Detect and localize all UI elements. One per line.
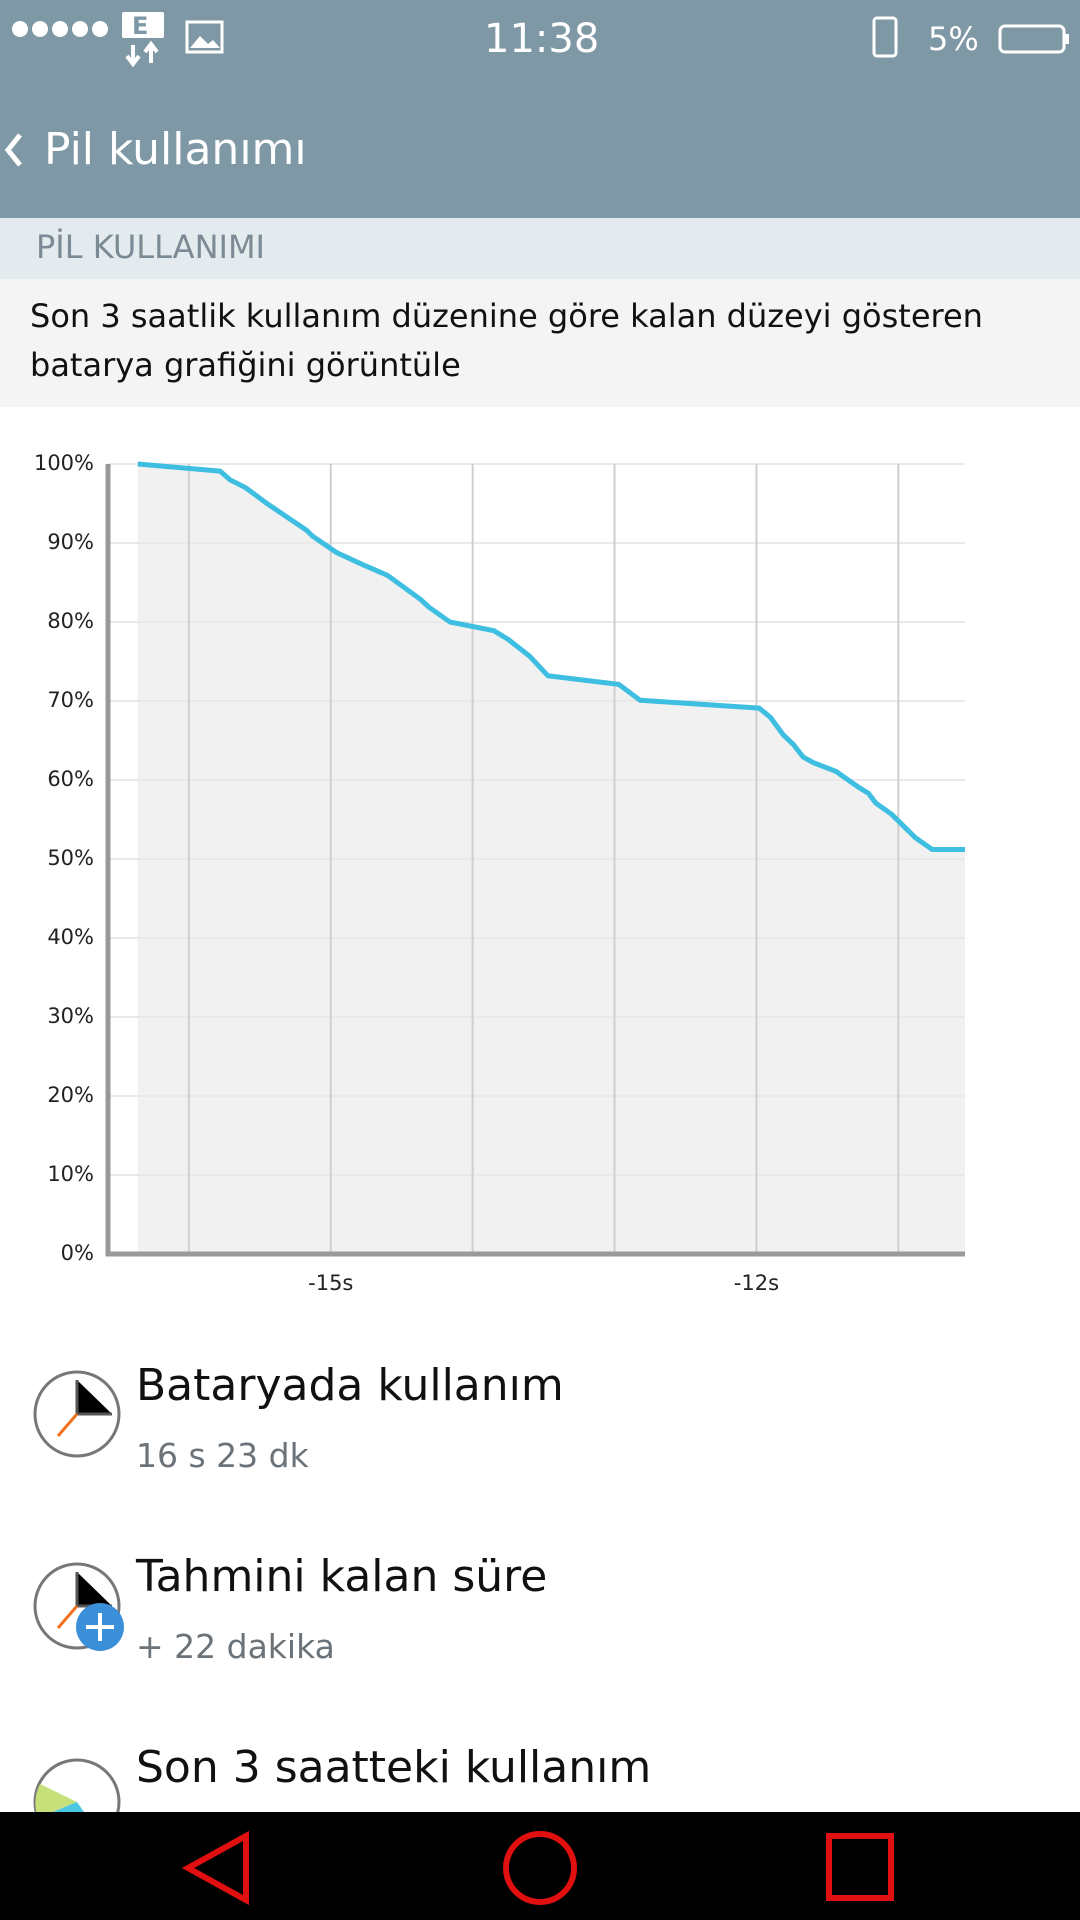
description-box [0, 279, 1080, 407]
recents-button[interactable] [826, 1833, 894, 1901]
item-subtitle: 16 s 23 dk [136, 1436, 309, 1475]
y-tick-label: 50% [47, 846, 94, 870]
y-tick-label: 0% [61, 1241, 94, 1265]
y-tick-label: 10% [47, 1162, 94, 1186]
clock: 11:38 [484, 16, 600, 62]
network-type: E [132, 12, 149, 40]
battery-chart: 0% 10% 20% 30% 40% 50% 60% 70% 80% 90% 100% -15s -12… [34, 451, 965, 1295]
home-button[interactable] [503, 1831, 577, 1905]
y-tick-label: 20% [47, 1083, 94, 1107]
y-tick-label: 40% [47, 925, 94, 949]
item-title: Son 3 saatteki kullanım [136, 1742, 652, 1793]
section-title: PİL KULLANIMI [36, 228, 265, 266]
y-tick-label: 30% [47, 1004, 94, 1028]
status-icons [4, 12, 1069, 167]
back-button[interactable] [181, 1830, 249, 1906]
item-title: Bataryada kullanım [136, 1360, 564, 1411]
battery-level: 5% [928, 20, 979, 58]
y-tick-label: 90% [47, 530, 94, 554]
nav-buttons [181, 1830, 894, 1906]
item-subtitle: + 22 dakika [136, 1627, 335, 1666]
y-tick-label: 80% [47, 609, 94, 633]
app-bar [0, 0, 1080, 218]
y-tick-label: 70% [47, 688, 94, 712]
x-tick-label: -15s [308, 1271, 353, 1295]
x-tick-label: -12s [734, 1271, 779, 1295]
axis [105, 464, 965, 1257]
y-tick-label: 60% [47, 767, 94, 791]
section-header [0, 218, 1080, 279]
y-tick-label: 100% [34, 451, 94, 475]
description: Son 3 saatlik kullanım düzenine göre kal… [30, 297, 983, 384]
back-arrow[interactable] [4, 133, 22, 167]
battery-line [137, 461, 965, 853]
item-title: Tahmini kalan süre [136, 1551, 548, 1602]
page-title: Pil kullanımı [44, 124, 307, 175]
list-icons [33, 1370, 124, 1812]
